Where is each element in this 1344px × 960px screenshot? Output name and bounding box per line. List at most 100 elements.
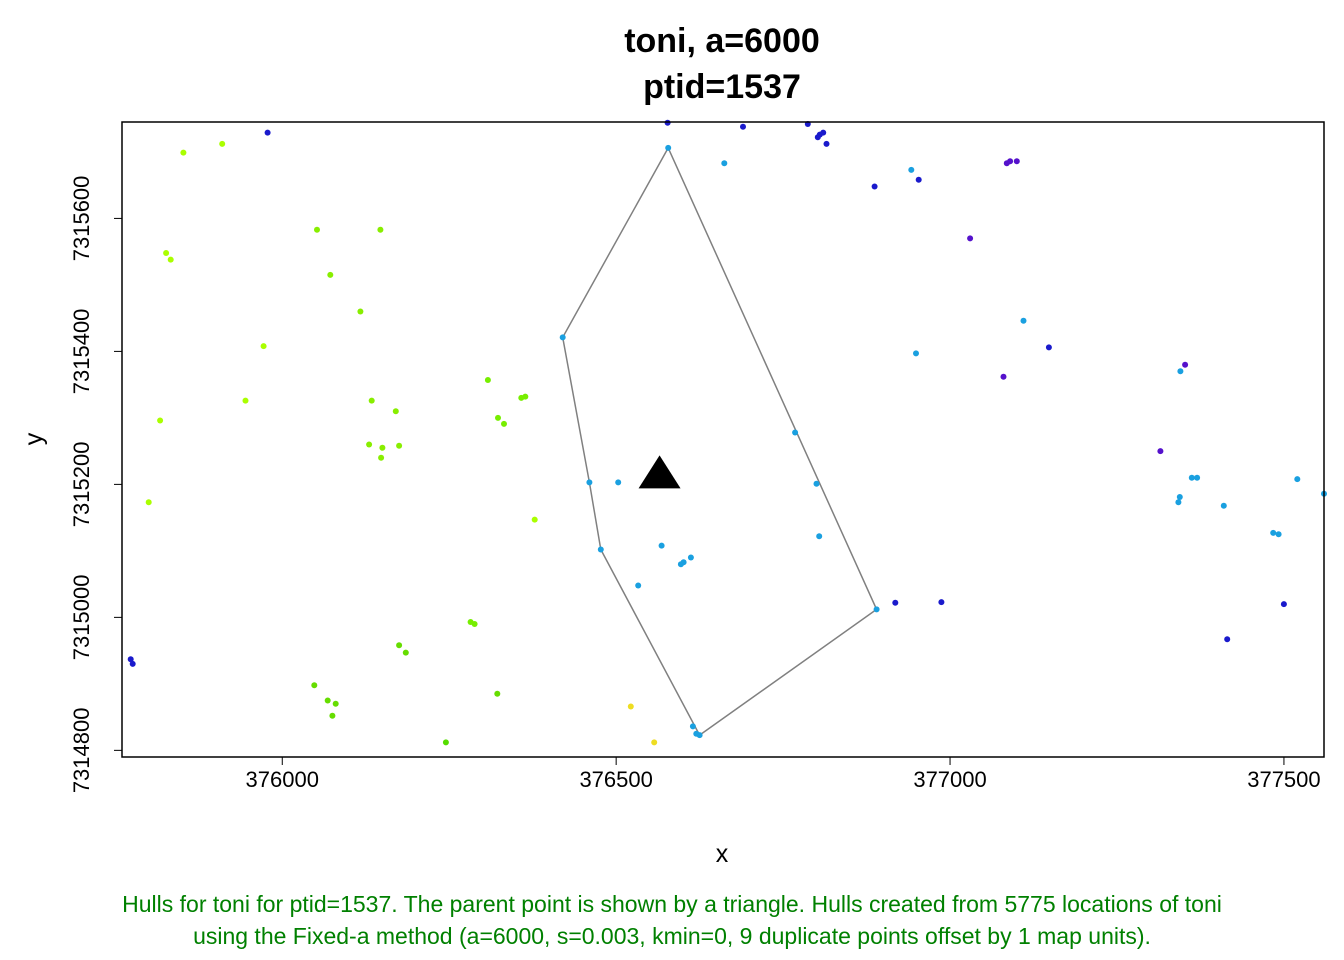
location-point bbox=[396, 642, 403, 649]
location-point bbox=[522, 393, 529, 400]
location-point bbox=[471, 621, 478, 627]
location-point bbox=[167, 256, 174, 263]
location-point bbox=[1294, 476, 1301, 483]
chart-title: toni, a=6000 bbox=[624, 22, 820, 60]
location-point bbox=[242, 397, 249, 404]
location-point bbox=[1013, 158, 1020, 165]
location-point bbox=[495, 414, 501, 421]
location-point bbox=[324, 697, 331, 704]
location-point bbox=[1280, 601, 1287, 608]
location-point bbox=[816, 533, 823, 540]
y-tick-label: 7315600 bbox=[69, 176, 94, 262]
location-point bbox=[1270, 529, 1277, 536]
location-point bbox=[586, 479, 593, 486]
location-point bbox=[145, 499, 152, 506]
figure-caption: Hulls for toni for ptid=1537. The parent… bbox=[0, 888, 1344, 952]
location-point bbox=[1157, 448, 1164, 455]
location-point bbox=[1020, 317, 1027, 324]
x-tick-label: 377000 bbox=[913, 767, 986, 792]
location-point bbox=[378, 454, 385, 461]
location-point bbox=[938, 599, 945, 606]
location-point bbox=[892, 599, 899, 606]
location-point bbox=[820, 129, 827, 136]
location-point bbox=[1007, 158, 1014, 165]
location-point bbox=[402, 649, 409, 656]
location-point bbox=[1224, 636, 1231, 643]
hull-outline bbox=[561, 147, 878, 737]
chart-subtitle: ptid=1537 bbox=[643, 68, 801, 106]
plot-marks bbox=[127, 119, 1327, 746]
location-point bbox=[180, 149, 187, 156]
location-point bbox=[1175, 499, 1182, 506]
location-point bbox=[665, 144, 672, 151]
location-point bbox=[689, 723, 696, 730]
location-point bbox=[813, 480, 820, 487]
location-point bbox=[915, 176, 922, 183]
location-point bbox=[696, 732, 703, 739]
location-point bbox=[260, 343, 267, 350]
location-point bbox=[357, 308, 364, 315]
location-point bbox=[615, 479, 622, 486]
parent-point-triangle bbox=[638, 455, 681, 489]
location-point bbox=[327, 271, 334, 278]
location-point bbox=[484, 377, 491, 383]
location-point bbox=[823, 140, 830, 147]
location-point bbox=[871, 183, 878, 190]
location-point bbox=[1275, 531, 1282, 538]
x-axis-label: x bbox=[716, 840, 729, 868]
y-axis: 7314800 7315000 7315200 7315400 7315600 bbox=[69, 176, 122, 794]
location-point bbox=[442, 739, 449, 746]
location-point bbox=[680, 559, 687, 566]
location-point bbox=[366, 441, 373, 448]
caption-line-1: Hulls for toni for ptid=1537. The parent… bbox=[122, 891, 1222, 917]
y-axis-label: y bbox=[20, 432, 48, 445]
location-point bbox=[908, 166, 915, 173]
location-point bbox=[396, 442, 403, 449]
location-point bbox=[1045, 344, 1052, 351]
location-point bbox=[377, 226, 384, 233]
location-point bbox=[379, 444, 386, 451]
location-point bbox=[392, 408, 399, 415]
location-point bbox=[494, 690, 501, 697]
location-point bbox=[873, 606, 880, 613]
location-point bbox=[1220, 502, 1227, 509]
location-point bbox=[311, 682, 318, 689]
location-point bbox=[1188, 474, 1195, 481]
location-point bbox=[651, 739, 658, 746]
plot-frame bbox=[121, 121, 1325, 758]
location-point bbox=[635, 582, 642, 589]
location-point bbox=[792, 429, 799, 436]
y-tick-label: 7315200 bbox=[69, 442, 94, 528]
location-point bbox=[740, 123, 746, 130]
location-point bbox=[531, 516, 538, 523]
location-point bbox=[157, 417, 164, 424]
location-point bbox=[1182, 361, 1189, 368]
location-point bbox=[658, 542, 665, 549]
location-point bbox=[1000, 373, 1007, 380]
location-point bbox=[219, 140, 226, 147]
location-point bbox=[501, 420, 507, 427]
location-point bbox=[368, 397, 375, 404]
x-tick-label: 376000 bbox=[246, 767, 319, 792]
y-tick-label: 7315400 bbox=[69, 309, 94, 395]
location-point bbox=[627, 703, 634, 710]
location-point bbox=[314, 226, 320, 233]
location-point bbox=[913, 350, 919, 357]
y-tick-label: 7314800 bbox=[69, 708, 94, 794]
location-point bbox=[1177, 368, 1184, 375]
location-point bbox=[721, 160, 728, 167]
location-point bbox=[967, 235, 974, 242]
location-point bbox=[332, 700, 339, 707]
x-axis: 376000 376500 377000 377500 bbox=[246, 757, 1321, 792]
location-point bbox=[1194, 474, 1201, 481]
location-point bbox=[264, 129, 271, 136]
x-tick-label: 376500 bbox=[579, 767, 652, 792]
caption-line-2: using the Fixed-a method (a=6000, s=0.00… bbox=[193, 923, 1151, 949]
location-point bbox=[559, 334, 566, 341]
location-point bbox=[597, 546, 604, 553]
location-point bbox=[687, 554, 694, 561]
location-point bbox=[814, 134, 821, 141]
location-point bbox=[127, 656, 134, 663]
location-point bbox=[129, 660, 136, 667]
location-point bbox=[163, 250, 170, 256]
